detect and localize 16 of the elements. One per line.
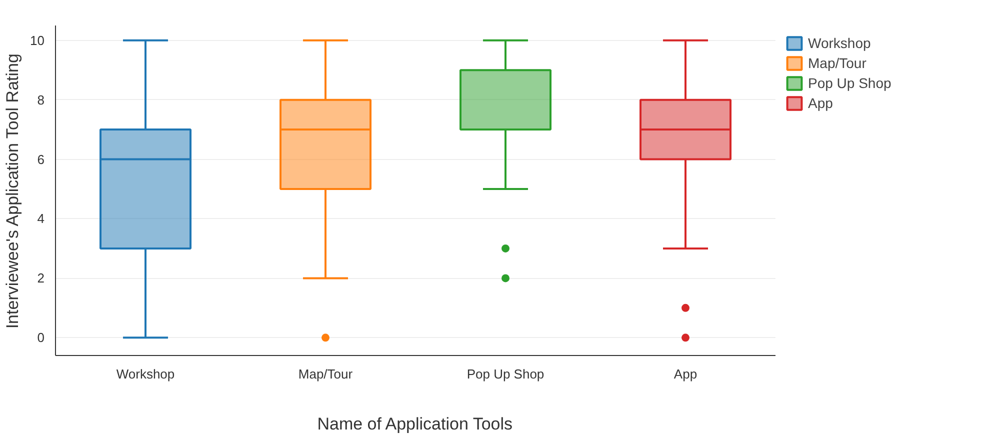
y-tick-label: 4	[37, 211, 45, 226]
x-tick-label: Workshop	[116, 366, 175, 382]
y-tick-label: 8	[37, 92, 45, 108]
legend-label: Workshop	[808, 35, 871, 51]
x-tick-label: App	[674, 366, 698, 382]
x-axis-title: Name of Application Tools	[317, 414, 513, 434]
y-tick-label: 0	[37, 330, 45, 346]
y-tick-label: 2	[37, 270, 45, 286]
y-tick-label: 10	[30, 32, 45, 48]
legend-label: Pop Up Shop	[808, 75, 892, 91]
y-tick-label: 6	[37, 152, 45, 167]
x-tick-label: Pop Up Shop	[466, 366, 544, 382]
legend-label: Map/Tour	[808, 55, 866, 71]
y-axis-title: Interviewee's Application Tool Rating	[3, 54, 22, 329]
legend-label: App	[808, 95, 833, 111]
x-tick-label: Map/Tour	[298, 366, 354, 382]
